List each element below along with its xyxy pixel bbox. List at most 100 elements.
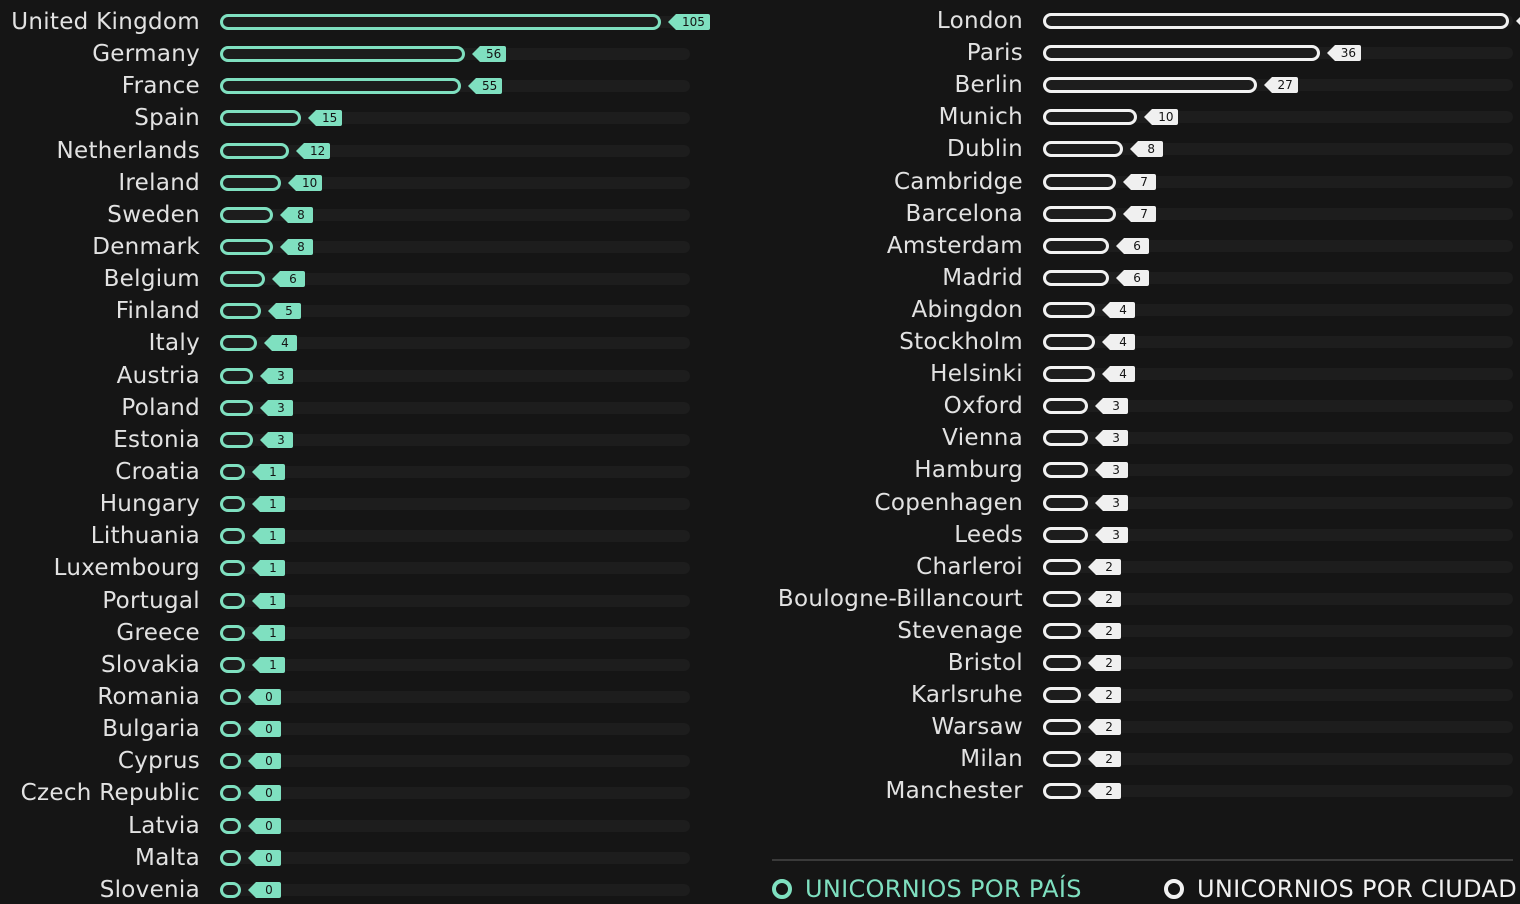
category-label: Bristol — [947, 650, 1023, 676]
bar-track — [220, 594, 690, 607]
bar-track — [1043, 239, 1513, 252]
bar-track — [1043, 400, 1513, 413]
bar — [1043, 398, 1089, 415]
bar-track — [1043, 496, 1513, 509]
bar — [1043, 558, 1082, 575]
bar — [1043, 173, 1117, 190]
value-label: 1 — [252, 560, 285, 577]
category-label: Cambridge — [893, 168, 1023, 195]
bar — [220, 881, 241, 898]
value-label: 1 — [252, 528, 285, 545]
value-label: 2 — [1088, 590, 1122, 607]
legend-city-marker-icon — [1164, 879, 1184, 899]
bar — [220, 271, 265, 288]
category-label: Czech Republic — [20, 780, 200, 807]
bar-track — [220, 819, 690, 832]
bar — [1043, 205, 1117, 222]
bar — [220, 206, 273, 223]
bar-track — [220, 690, 690, 703]
value-label: 0 — [248, 753, 281, 770]
bar — [220, 528, 245, 545]
bar — [1043, 237, 1110, 254]
bar-track — [220, 208, 690, 221]
bar-track — [220, 658, 690, 671]
value-label: 6 — [1116, 269, 1150, 286]
value-label: 0 — [248, 688, 281, 705]
bar-track — [220, 498, 690, 511]
category-label: Charleroi — [916, 553, 1023, 580]
bar — [1043, 655, 1082, 671]
bar-track — [1043, 721, 1513, 734]
legend-country: UNICORNIOS POR PAÍS — [772, 874, 1082, 904]
bar — [1043, 494, 1089, 511]
bar-track — [1043, 785, 1513, 798]
category-label: Munich — [938, 104, 1023, 131]
category-label: Croatia — [115, 458, 200, 485]
value-label: 1 — [252, 496, 285, 513]
category-label: Ireland — [118, 169, 200, 196]
category-label: Leeds — [954, 521, 1023, 548]
category-label: Boulogne-Billancourt — [777, 585, 1023, 612]
bar — [1043, 301, 1096, 318]
bar-track — [220, 787, 690, 800]
category-label: Warsaw — [931, 714, 1023, 741]
value-label: 4 — [1102, 334, 1136, 350]
bar-track — [1043, 271, 1513, 284]
bar-track — [1043, 432, 1513, 445]
category-label: Vienna — [942, 425, 1023, 452]
legend-city: UNICORNIOS POR CIUDAD — [1164, 874, 1517, 904]
category-label: Abingdon — [911, 296, 1023, 323]
value-label: 8 — [1130, 141, 1164, 158]
bar-track — [220, 401, 690, 414]
category-label: Berlin — [954, 72, 1023, 99]
bar — [220, 753, 241, 770]
category-label: Hamburg — [914, 457, 1023, 484]
value-label: 2 — [1088, 783, 1122, 800]
bar-track — [220, 723, 690, 736]
category-label: Stockholm — [899, 329, 1023, 355]
bar-track — [1043, 464, 1513, 477]
bar — [220, 238, 273, 255]
bar-track — [220, 755, 690, 768]
category-label: Malta — [135, 844, 200, 871]
value-label: 56 — [471, 46, 507, 63]
category-label: Greece — [116, 619, 200, 646]
bar — [220, 624, 245, 641]
value-label: 1 — [252, 592, 285, 609]
category-label: Amsterdam — [886, 232, 1023, 259]
value-label: 6 — [272, 271, 305, 288]
bar — [220, 592, 245, 609]
bar-track — [1043, 336, 1513, 348]
value-label: 1 — [252, 624, 285, 641]
category-label: Madrid — [942, 264, 1023, 291]
bar — [1043, 109, 1138, 126]
bar-track — [1043, 175, 1513, 188]
bar — [1043, 719, 1082, 736]
category-label: Karlsruhe — [910, 682, 1023, 709]
bar — [220, 656, 245, 673]
category-label: Italy — [148, 330, 200, 357]
category-label: Copenhagen — [874, 489, 1023, 516]
bar — [220, 688, 241, 705]
value-label: 1 — [252, 656, 285, 673]
category-label: France — [121, 73, 200, 100]
category-label: Spain — [134, 105, 200, 132]
bar-track — [220, 626, 690, 639]
bar — [1043, 751, 1082, 768]
value-label: 6 — [1116, 237, 1150, 254]
category-label: Lithuania — [90, 523, 200, 550]
category-label: Bulgaria — [102, 716, 200, 743]
value-label: 5 — [268, 303, 301, 320]
bar-track — [1043, 624, 1513, 637]
bar — [220, 367, 253, 384]
value-label: 36 — [1326, 45, 1361, 62]
category-label: Manchester — [885, 778, 1023, 805]
value-label: 3 — [1095, 494, 1129, 511]
value-label: 1 — [252, 463, 285, 480]
value-label: 3 — [1095, 398, 1129, 415]
value-label: 0 — [248, 785, 281, 802]
bar — [220, 785, 241, 802]
bar — [1043, 622, 1082, 639]
bar — [220, 335, 257, 352]
bar — [1043, 269, 1110, 286]
